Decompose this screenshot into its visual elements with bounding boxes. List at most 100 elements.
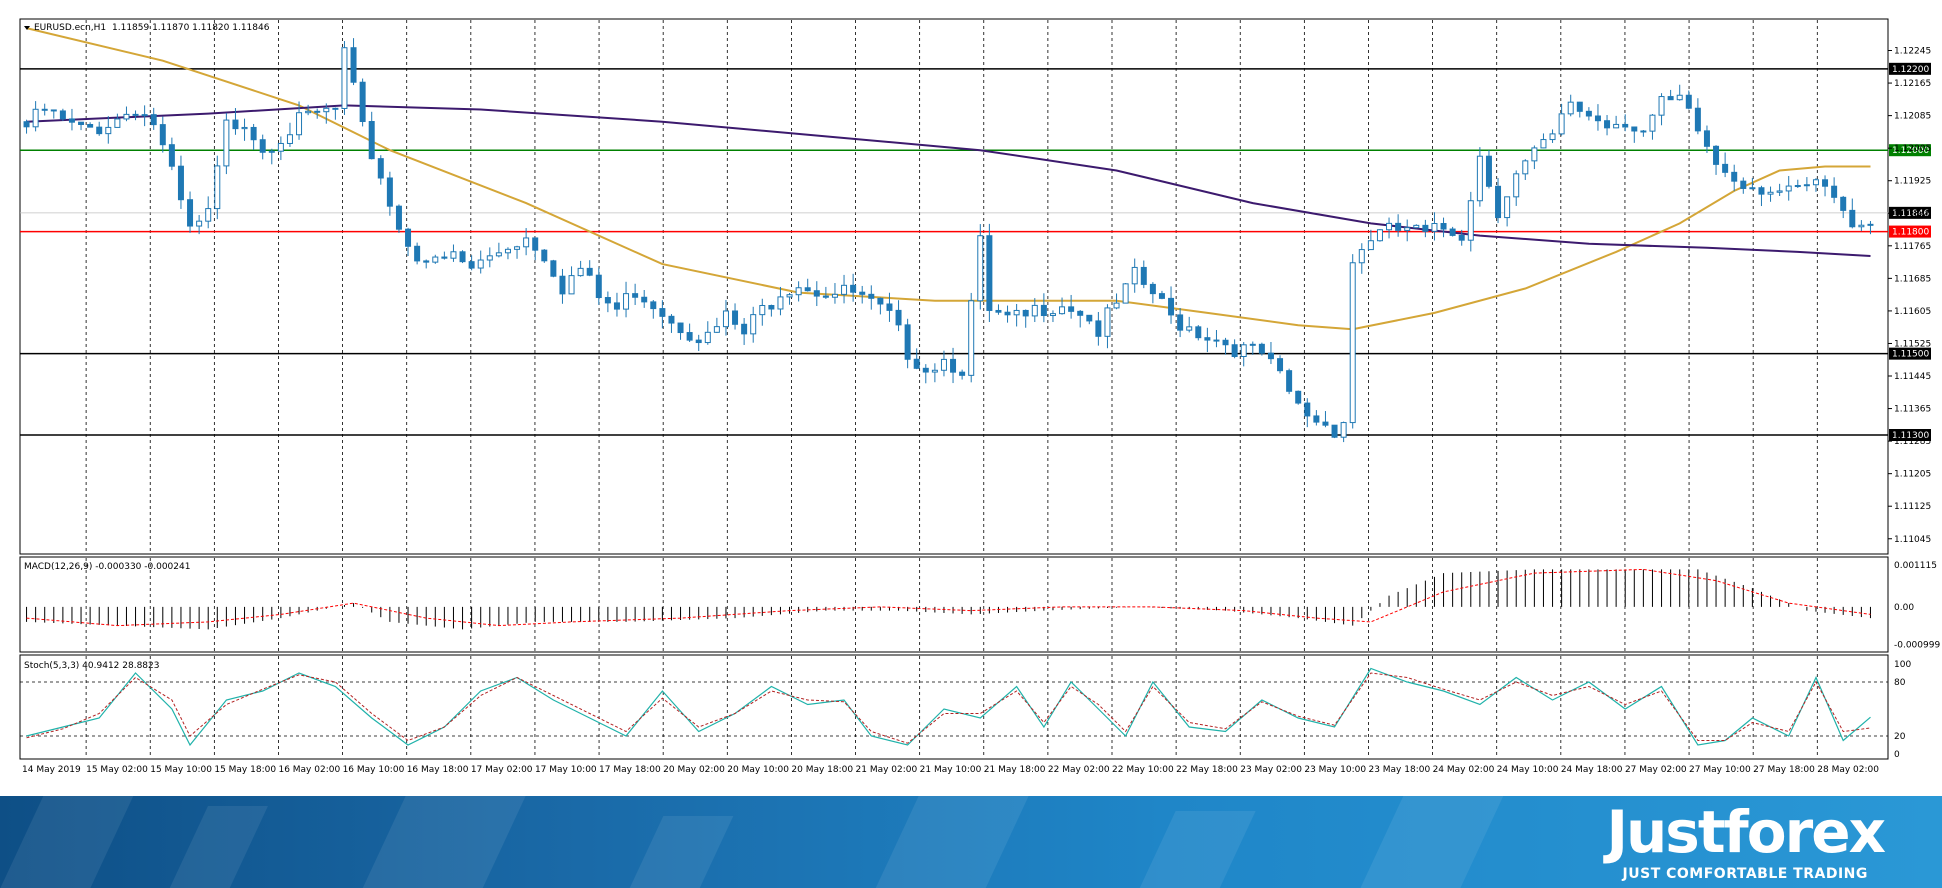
candle-body: [1694, 107, 1701, 132]
candle-body: [1031, 304, 1038, 317]
candle-body: [795, 287, 802, 296]
candle-body: [32, 108, 39, 128]
x-tick-label: 15 May 18:00: [214, 765, 276, 775]
y-tick-label: 1.12245: [1894, 47, 1931, 57]
x-tick-label: 27 May 02:00: [1625, 765, 1687, 775]
symbol-title: EURUSD.ecn,H1: [34, 23, 106, 33]
candle-body: [931, 369, 938, 373]
candle-body: [950, 358, 957, 373]
candle-body: [1222, 339, 1229, 346]
candle-body: [1258, 343, 1265, 354]
candle-body: [713, 326, 720, 333]
y-tick-label: 1.11365: [1894, 405, 1931, 415]
y-tick-label: 1.12005: [1894, 144, 1931, 154]
candle-body: [1113, 302, 1120, 309]
candle-body: [314, 110, 321, 113]
candle-body: [1195, 326, 1202, 339]
candle-body: [205, 208, 212, 222]
candle-body: [141, 114, 148, 117]
y-tick-label: 1.11205: [1894, 470, 1931, 480]
y-tick-label: 1.12165: [1894, 79, 1931, 89]
x-tick-label: 21 May 18:00: [984, 765, 1046, 775]
y-axis-ticks: 1.12245 1.12165 1.12085 1.12005 1.11925 1.118…: [1888, 47, 1940, 760]
candle-body: [759, 305, 766, 316]
candle-body: [1585, 110, 1592, 117]
vertical-grid: [85, 20, 1818, 758]
x-tick-label: 21 May 10:00: [920, 765, 982, 775]
price-panel-title: EURUSD.ecn,H1 1.11859 1.11870 1.11820 1.…: [24, 23, 270, 33]
candle-body: [1095, 320, 1102, 337]
candle-body: [559, 275, 566, 295]
candle-body: [1467, 200, 1474, 241]
x-tick-label: 23 May 10:00: [1304, 765, 1366, 775]
stoch-panel-frame: [19, 654, 1889, 760]
candle-body: [1831, 185, 1838, 198]
brand-logo[interactable]: Justforex JUST COMFORTABLE TRADING: [1606, 800, 1886, 882]
candle-body: [786, 294, 793, 298]
candle-body: [1022, 309, 1029, 317]
candle-body: [968, 300, 975, 376]
current-price-tag: [1889, 206, 1931, 219]
price-level-label: 1.11500: [1892, 350, 1929, 360]
candle-body: [1413, 224, 1420, 229]
candle-body: [277, 142, 284, 152]
candle-body: [586, 267, 593, 276]
candle-body: [632, 293, 639, 298]
x-tick-label: 22 May 18:00: [1176, 765, 1238, 775]
stoch-tick-label: 100: [1894, 660, 1911, 670]
y-tick-label: 1.11765: [1894, 242, 1931, 252]
candle-body: [1204, 337, 1211, 341]
candle-body: [704, 331, 711, 344]
candle-body: [1140, 266, 1147, 285]
candle-body: [1840, 196, 1847, 211]
candle-body: [1186, 326, 1193, 331]
candle-body: [1395, 222, 1402, 231]
x-tick-label: 14 May 2019: [22, 765, 81, 775]
y-tick-label: 1.11925: [1894, 177, 1931, 187]
candle-body: [1558, 113, 1565, 135]
y-tick-label: 1.11445: [1894, 372, 1931, 382]
candle-body: [1168, 297, 1175, 316]
macd-tick-label: 0.00: [1894, 603, 1914, 613]
candle-body: [868, 293, 875, 299]
candle-body: [323, 107, 330, 113]
price-level-label: 1.11300: [1892, 431, 1929, 441]
candle-body: [940, 358, 947, 371]
x-tick-label: 15 May 10:00: [150, 765, 212, 775]
candle-body: [359, 81, 366, 123]
candle-body: [441, 256, 448, 259]
candle-body: [1322, 421, 1329, 426]
candle-body: [477, 259, 484, 269]
stoch-main-line: [26, 667, 1871, 747]
candle-body: [1685, 94, 1692, 109]
candle-body: [650, 301, 657, 310]
candle-body: [1794, 185, 1801, 188]
price-level-tag: [1889, 144, 1931, 157]
moving-average-line: [26, 104, 1871, 257]
candle-body: [223, 119, 230, 167]
macd-panel-frame: [19, 556, 1889, 653]
candle-body: [432, 256, 439, 263]
candle-body: [1068, 306, 1075, 312]
candle-body: [332, 107, 339, 110]
banner-decoration: [0, 796, 143, 888]
candle-body: [1149, 283, 1156, 295]
candle-body: [1213, 339, 1220, 342]
candle-body: [804, 287, 811, 292]
candle-body: [1722, 163, 1729, 173]
candle-body: [1304, 402, 1311, 417]
candle-body: [1349, 262, 1356, 424]
candle-body: [1549, 133, 1556, 141]
macd-tick-label: -0.000999: [1894, 640, 1940, 650]
stoch-tick-label: 20: [1894, 732, 1906, 742]
candlesticks: [23, 38, 1874, 443]
candle-body: [750, 314, 757, 335]
candle-body: [1858, 224, 1865, 228]
x-tick-label: 17 May 18:00: [599, 765, 661, 775]
candle-body: [1004, 311, 1011, 316]
candle-body: [523, 237, 530, 248]
candle-body: [813, 290, 820, 297]
candle-body: [1422, 224, 1429, 232]
candle-body: [977, 235, 984, 302]
x-tick-label: 20 May 02:00: [663, 765, 725, 775]
